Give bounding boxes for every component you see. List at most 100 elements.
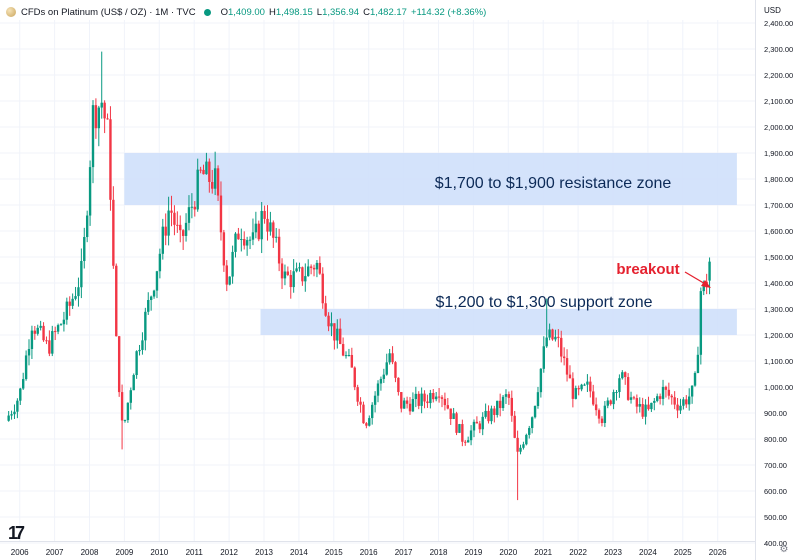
candle-body: [458, 424, 461, 433]
candle-body: [21, 379, 25, 389]
candle-body: [126, 402, 130, 421]
candle-body: [231, 251, 234, 277]
y-tick-label: 1,900.00: [764, 149, 793, 158]
candle-body: [205, 161, 208, 175]
candle-body: [545, 337, 548, 347]
candle-body: [385, 362, 388, 375]
candle-body: [181, 230, 185, 236]
candle-body: [466, 440, 470, 443]
candle-body: [193, 206, 196, 210]
candle-body: [370, 404, 374, 419]
candle-body: [356, 387, 359, 402]
candle-body: [330, 323, 333, 327]
platinum-symbol-icon: [6, 7, 16, 17]
candle-body: [580, 384, 583, 390]
candle-body: [504, 394, 508, 397]
candle-body: [141, 340, 144, 350]
candle-body: [68, 301, 71, 306]
candle-body: [493, 408, 496, 415]
open-label: O: [220, 6, 228, 18]
candle-body: [272, 222, 275, 238]
candle-body: [280, 263, 284, 279]
candle-body: [446, 405, 450, 409]
candle-body: [498, 400, 502, 409]
candle-body: [670, 395, 673, 398]
y-tick-label: 900.00: [764, 409, 787, 418]
candle-body: [490, 408, 493, 422]
tradingview-logo-icon[interactable]: 17: [8, 523, 25, 543]
candle-body: [650, 402, 653, 410]
candle-body: [513, 415, 516, 438]
candle-body: [359, 401, 362, 405]
x-tick-label: 2023: [604, 548, 622, 557]
candle-body: [132, 375, 135, 391]
candle-body: [626, 377, 630, 400]
currency-label[interactable]: USD: [764, 6, 781, 15]
candle-body: [51, 331, 54, 354]
candle-body: [478, 423, 482, 430]
y-tick-label: 400.00: [764, 539, 787, 548]
candle-body: [292, 271, 295, 288]
candle-body: [554, 336, 557, 340]
high-value: 1,498.15: [275, 6, 313, 18]
candle-body: [382, 374, 386, 379]
candle-body: [65, 301, 69, 320]
candle-body: [423, 393, 426, 402]
candle-body: [135, 351, 138, 376]
candle-body: [13, 411, 16, 415]
candle-body: [295, 268, 298, 272]
candle-body: [629, 397, 633, 400]
candle-body: [551, 329, 554, 340]
candle-body: [56, 325, 60, 332]
y-tick-label: 1,400.00: [764, 279, 793, 288]
y-tick-label: 2,400.00: [764, 19, 793, 28]
candle-body: [679, 405, 682, 411]
candle-body: [621, 372, 624, 379]
candle-body: [408, 403, 412, 412]
x-tick-label: 2022: [569, 548, 587, 557]
candle-body: [36, 327, 39, 334]
candle-body: [391, 353, 394, 363]
support-zone-label: $1,200 to $1,300 support zone: [435, 294, 652, 311]
candle-body: [368, 418, 371, 426]
candle-body: [225, 265, 228, 285]
candle-body: [568, 374, 572, 379]
x-tick-label: 2018: [430, 548, 448, 557]
candle-body: [42, 325, 45, 341]
settings-gear-icon[interactable]: ⚙: [779, 544, 789, 555]
breakout-arrow: [684, 271, 711, 288]
candle-body: [19, 388, 22, 401]
candle-body: [577, 388, 580, 390]
x-tick-label: 2024: [639, 548, 657, 557]
close-label: C: [363, 6, 370, 18]
candle-body: [240, 239, 243, 241]
candle-body: [603, 405, 607, 424]
candle-body: [484, 410, 487, 417]
symbol-header[interactable]: CFDs on Platinum (US$ / OZ) · 1M · TVC O…: [6, 5, 486, 19]
candle-body: [481, 416, 484, 430]
candle-body: [641, 404, 644, 417]
candle-body: [522, 444, 525, 448]
candle-body: [336, 328, 339, 341]
candle-body: [312, 267, 316, 270]
candle-body: [237, 233, 240, 240]
x-tick-label: 2026: [709, 548, 727, 557]
candle-body: [164, 226, 167, 236]
candle-body: [461, 424, 464, 442]
candle-body: [315, 262, 319, 270]
candle-body: [190, 206, 194, 208]
candle-body: [120, 392, 124, 421]
candle-body: [321, 273, 324, 304]
candle-body: [94, 105, 98, 129]
candle-body: [219, 195, 223, 233]
candle-body: [557, 336, 560, 338]
candle-body: [103, 102, 106, 119]
candle-body: [307, 266, 310, 277]
candle-body: [10, 414, 13, 416]
candles: [7, 51, 711, 501]
low-value: 1,356.94: [322, 6, 360, 18]
candle-body: [609, 400, 612, 405]
candle-body: [88, 167, 92, 216]
